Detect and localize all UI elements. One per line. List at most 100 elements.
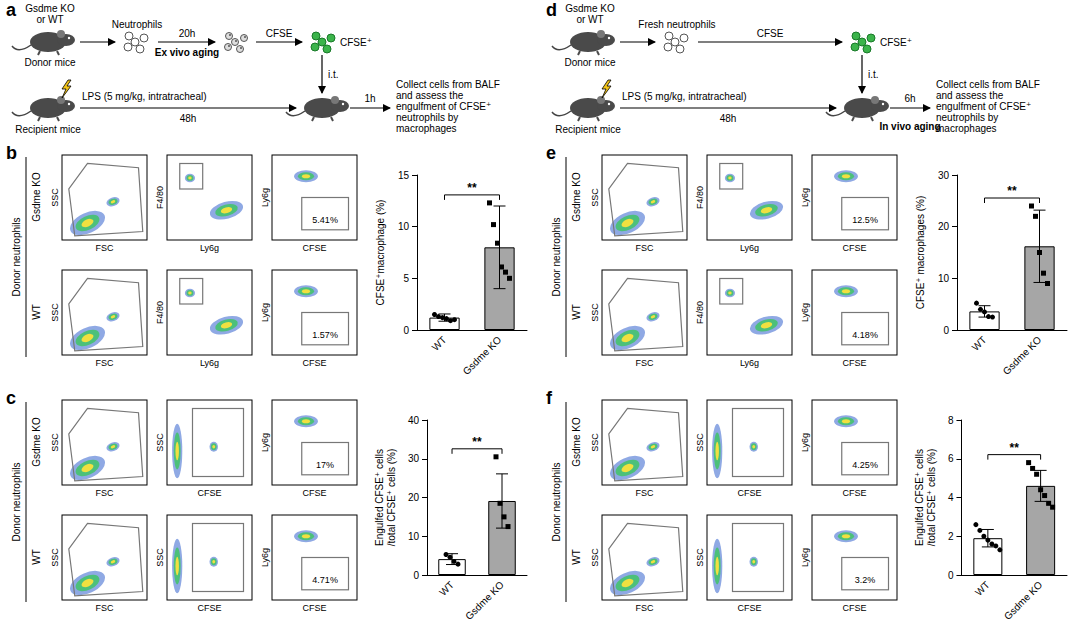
- svg-text:Ly6g: Ly6g: [260, 303, 270, 322]
- svg-text:30: 30: [408, 453, 420, 464]
- svg-text:FSC: FSC: [636, 243, 655, 253]
- svg-text:In vivo aging: In vivo aging: [879, 121, 940, 132]
- svg-text:Donor neutrophils: Donor neutrophils: [551, 218, 562, 297]
- svg-text:Gsdme KO: Gsdme KO: [1001, 334, 1044, 377]
- svg-text:and assess the: and assess the: [936, 90, 1004, 101]
- svg-text:5.41%: 5.41%: [312, 215, 338, 225]
- svg-text:WT: WT: [31, 304, 42, 320]
- svg-text:CFSE: CFSE: [737, 603, 761, 613]
- svg-text:10: 10: [398, 221, 410, 232]
- svg-text:CFSE: CFSE: [737, 488, 761, 498]
- svg-text:SSC: SSC: [590, 433, 600, 452]
- svg-text:CFSE: CFSE: [302, 358, 326, 368]
- svg-text:Donor neutrophils: Donor neutrophils: [11, 218, 22, 297]
- svg-text:LPS (5 mg/kg, intratracheal): LPS (5 mg/kg, intratracheal): [82, 91, 207, 102]
- svg-text:LPS (5 mg/kg, intratracheal): LPS (5 mg/kg, intratracheal): [622, 91, 747, 102]
- svg-text:WT: WT: [430, 334, 449, 353]
- svg-text:FSC: FSC: [636, 603, 655, 613]
- svg-text:Ly6g: Ly6g: [260, 548, 270, 567]
- svg-text:CFSE: CFSE: [197, 488, 221, 498]
- svg-text:17%: 17%: [316, 460, 334, 470]
- svg-text:Gsdme KO: Gsdme KO: [463, 579, 506, 622]
- svg-text:engulfment of CFSE⁺: engulfment of CFSE⁺: [396, 101, 491, 112]
- svg-text:Gsdme KO: Gsdme KO: [571, 417, 582, 467]
- svg-text:20: 20: [938, 221, 950, 232]
- svg-text:i.t.: i.t.: [328, 69, 339, 80]
- svg-text:5: 5: [403, 273, 409, 284]
- svg-text:48h: 48h: [720, 113, 737, 124]
- svg-text:Ly6g: Ly6g: [800, 303, 810, 322]
- svg-text:Ly6g: Ly6g: [260, 433, 270, 452]
- svg-text:Engulfed CFSE⁺ cells: Engulfed CFSE⁺ cells: [914, 449, 925, 546]
- svg-text:SSC: SSC: [50, 548, 60, 567]
- svg-text:Ly6g: Ly6g: [200, 358, 219, 368]
- svg-text:WT: WT: [437, 579, 456, 598]
- svg-text:Ly6g: Ly6g: [800, 433, 810, 452]
- svg-text:a: a: [6, 0, 17, 20]
- svg-text:F4/80: F4/80: [155, 186, 165, 209]
- svg-text:FSC: FSC: [96, 243, 115, 253]
- svg-text:Collect cells from BALF: Collect cells from BALF: [936, 79, 1040, 90]
- svg-text:Gsdme KO: Gsdme KO: [461, 334, 504, 377]
- svg-text:f: f: [546, 388, 553, 408]
- svg-text:48h: 48h: [180, 113, 197, 124]
- svg-text:WT: WT: [571, 549, 582, 565]
- svg-text:CFSE⁺: CFSE⁺: [340, 37, 372, 48]
- svg-text:SSC: SSC: [155, 548, 165, 567]
- svg-text:F4/80: F4/80: [695, 301, 705, 324]
- svg-text:20: 20: [408, 492, 420, 503]
- svg-text:1.57%: 1.57%: [312, 330, 338, 340]
- svg-text:SSC: SSC: [590, 303, 600, 322]
- svg-text:Recipient mice: Recipient mice: [15, 124, 81, 135]
- svg-text:CFSE⁺: CFSE⁺: [880, 37, 912, 48]
- svg-text:20h: 20h: [179, 28, 196, 39]
- svg-text:FSC: FSC: [636, 358, 655, 368]
- svg-text:CFSE: CFSE: [302, 603, 326, 613]
- svg-text:/total CFSE⁺ cells (%): /total CFSE⁺ cells (%): [926, 449, 937, 547]
- svg-text:0: 0: [413, 570, 419, 581]
- svg-text:/total CFSE⁺ cells (%): /total CFSE⁺ cells (%): [386, 449, 397, 547]
- svg-text:FSC: FSC: [96, 358, 115, 368]
- svg-text:Gsdme KO: Gsdme KO: [31, 172, 42, 222]
- svg-text:**: **: [1007, 184, 1017, 198]
- svg-text:Collect cells from BALF: Collect cells from BALF: [396, 79, 500, 90]
- svg-text:neutrophils by: neutrophils by: [396, 112, 458, 123]
- svg-text:Gsdme KO: Gsdme KO: [565, 3, 615, 14]
- svg-text:SSC: SSC: [590, 188, 600, 207]
- svg-text:SSC: SSC: [50, 188, 60, 207]
- svg-text:CFSE⁺ macrophages (%): CFSE⁺ macrophages (%): [915, 196, 926, 310]
- svg-text:Fresh neutrophils: Fresh neutrophils: [638, 19, 715, 30]
- svg-text:CFSE: CFSE: [757, 28, 784, 39]
- svg-text:CFSE: CFSE: [302, 243, 326, 253]
- svg-text:macrophages: macrophages: [396, 123, 457, 134]
- svg-text:SSC: SSC: [590, 548, 600, 567]
- svg-text:d: d: [546, 0, 557, 20]
- svg-text:**: **: [472, 435, 482, 449]
- svg-text:SSC: SSC: [50, 433, 60, 452]
- svg-text:Donor mice: Donor mice: [24, 57, 76, 68]
- svg-text:i.t.: i.t.: [868, 69, 879, 80]
- svg-text:15: 15: [398, 170, 410, 181]
- svg-text:Gsdme KO: Gsdme KO: [25, 3, 75, 14]
- svg-text:or WT: or WT: [576, 14, 603, 25]
- svg-text:0: 0: [948, 570, 954, 581]
- svg-text:SSC: SSC: [695, 433, 705, 452]
- svg-text:CFSE: CFSE: [842, 488, 866, 498]
- svg-text:SSC: SSC: [50, 303, 60, 322]
- svg-text:engulfment of CFSE⁺: engulfment of CFSE⁺: [936, 101, 1031, 112]
- svg-text:Donor neutrophils: Donor neutrophils: [11, 463, 22, 542]
- svg-text:0: 0: [943, 325, 949, 336]
- svg-text:WT: WT: [571, 304, 582, 320]
- svg-text:SSC: SSC: [695, 548, 705, 567]
- svg-text:FSC: FSC: [96, 488, 115, 498]
- svg-text:or WT: or WT: [36, 14, 63, 25]
- svg-text:SSC: SSC: [155, 433, 165, 452]
- svg-text:neutrophils by: neutrophils by: [936, 112, 998, 123]
- svg-text:Ly6g: Ly6g: [740, 243, 759, 253]
- svg-text:Ly6g: Ly6g: [740, 358, 759, 368]
- svg-text:CFSE: CFSE: [842, 603, 866, 613]
- svg-text:CFSE: CFSE: [197, 603, 221, 613]
- svg-text:Gsdme KO: Gsdme KO: [1002, 579, 1045, 622]
- svg-text:1h: 1h: [364, 93, 375, 104]
- svg-text:10: 10: [408, 531, 420, 542]
